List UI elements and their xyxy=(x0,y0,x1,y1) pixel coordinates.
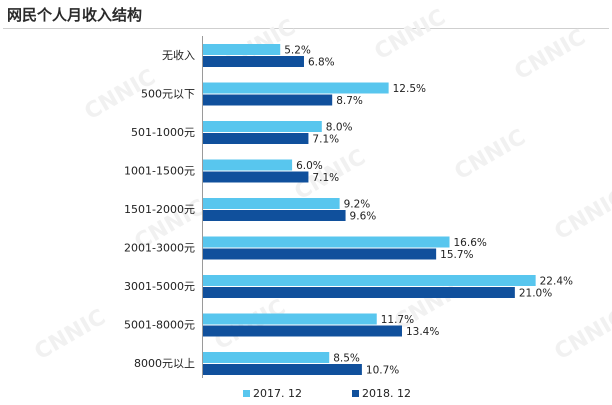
watermark-text: CNNIC xyxy=(211,295,290,355)
bar-2018 xyxy=(203,248,437,260)
bar-2017 xyxy=(203,159,293,171)
watermark-text: CNNIC xyxy=(451,125,530,185)
category-label: 5001-8000元 xyxy=(124,319,195,332)
value-label: 10.7% xyxy=(366,365,399,377)
chart-title: 网民个人月收入结构 xyxy=(7,6,143,24)
value-label: 8.0% xyxy=(326,122,353,134)
legend-label: 2017. 12 xyxy=(253,387,302,400)
category-label: 2001-3000元 xyxy=(124,242,195,255)
bar-2018 xyxy=(203,171,309,183)
legend: 2017. 12 2018. 12 xyxy=(243,387,411,400)
value-label: 9.2% xyxy=(344,199,371,211)
category-label: 3001-5000元 xyxy=(124,280,195,293)
value-label: 22.4% xyxy=(540,276,573,288)
category-label: 1501-2000元 xyxy=(124,203,195,216)
watermark-text: CNNIC xyxy=(371,5,450,65)
watermark-text: CNNIC xyxy=(511,25,590,85)
value-label: 6.8% xyxy=(308,57,335,69)
value-label: 7.1% xyxy=(312,134,339,146)
value-label: 15.7% xyxy=(440,249,473,261)
value-label: 9.6% xyxy=(350,211,377,223)
bar-2018 xyxy=(203,133,309,144)
category-label: 1001-1500元 xyxy=(124,165,195,178)
value-label: 5.2% xyxy=(284,45,311,57)
bar-2018 xyxy=(203,287,515,298)
category-label: 无收入 xyxy=(162,48,195,62)
value-label: 21.0% xyxy=(519,288,552,300)
value-label: 8.7% xyxy=(336,95,363,107)
bar-2017 xyxy=(203,198,340,209)
bar-2017 xyxy=(203,275,536,286)
bar-2018 xyxy=(203,364,362,375)
value-label: 13.4% xyxy=(406,326,439,338)
legend-swatch xyxy=(243,390,250,397)
value-label: 11.7% xyxy=(381,314,414,326)
title-divider xyxy=(3,28,609,29)
legend-swatch xyxy=(352,390,359,397)
watermark-text: CNNIC xyxy=(551,185,612,245)
bar-2017 xyxy=(203,44,281,55)
watermark-text: CNNIC xyxy=(551,305,612,365)
legend-label: 2018. 12 xyxy=(362,387,411,400)
category-label: 501-1000元 xyxy=(131,126,195,139)
value-label: 6.0% xyxy=(296,160,323,172)
value-label: 8.5% xyxy=(333,353,360,365)
bar-2018 xyxy=(203,94,333,106)
bar-2018 xyxy=(203,56,304,67)
bars-layer xyxy=(202,36,536,378)
watermark-text: CNNIC xyxy=(31,305,110,365)
value-label: 7.1% xyxy=(312,172,339,184)
value-label: 16.6% xyxy=(454,237,487,249)
category-label: 500元以下 xyxy=(141,88,195,101)
bar-2018 xyxy=(203,325,402,337)
bar-2018 xyxy=(203,210,346,221)
bar-2017 xyxy=(203,82,389,94)
bar-2017 xyxy=(203,236,450,248)
bar-2017 xyxy=(203,313,377,325)
value-label: 12.5% xyxy=(393,83,426,95)
bar-2017 xyxy=(203,121,322,132)
bar-2017 xyxy=(203,352,330,363)
category-label: 8000元以上 xyxy=(134,357,195,370)
labels-layer: 无收入 5.2%6.8%500元以下 12.5%8.7%501-1000元 8.0%7… xyxy=(124,45,573,377)
